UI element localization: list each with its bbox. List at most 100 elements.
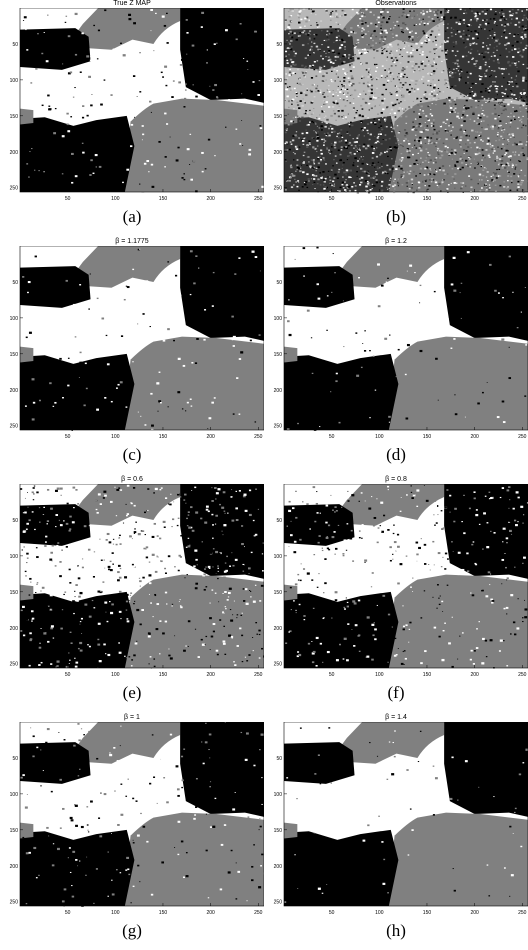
- panel-title: β = 0.8: [264, 476, 528, 484]
- x-tick-label: 150: [159, 196, 168, 202]
- panel-title: Observations: [264, 0, 528, 8]
- panel-title: β = 1.1775: [0, 238, 264, 246]
- label-regions: [20, 8, 264, 192]
- x-tick-label: 250: [518, 434, 527, 440]
- x-tick-label: 100: [111, 672, 120, 678]
- x-tick-label: 250: [254, 910, 263, 916]
- panel-caption: (g): [0, 920, 264, 942]
- label-regions: [20, 484, 264, 669]
- y-tick-label: 150: [10, 828, 19, 834]
- x-tick-label: 100: [111, 910, 120, 916]
- y-tick-label: 50: [12, 280, 18, 286]
- x-tick-label: 100: [111, 196, 120, 202]
- label-regions: [20, 246, 264, 431]
- panel-title: β = 0.6: [0, 476, 264, 484]
- y-tick-label: 50: [276, 518, 282, 524]
- x-tick-label: 100: [375, 910, 384, 916]
- panel-caption: (e): [0, 682, 264, 704]
- y-tick-label: 150: [10, 352, 19, 358]
- region-gray-bottom-right: [387, 813, 528, 906]
- y-tick-label: 250: [274, 186, 283, 192]
- region-black-top-left: [20, 742, 91, 784]
- x-tick-label: 150: [159, 434, 168, 440]
- y-tick-label: 50: [12, 518, 18, 524]
- region-gray-left: [284, 347, 297, 363]
- x-tick-label: 150: [423, 910, 432, 916]
- x-tick-label: 50: [65, 910, 71, 916]
- y-tick-label: 100: [274, 792, 283, 798]
- x-tick-label: 100: [375, 434, 384, 440]
- y-tick-label: 150: [274, 590, 283, 596]
- panel-title: β = 1.4: [264, 714, 528, 722]
- y-tick-label: 200: [10, 150, 19, 156]
- label-regions: [284, 484, 528, 669]
- x-tick-label: 50: [329, 196, 335, 202]
- x-tick-label: 200: [206, 434, 215, 440]
- y-tick-label: 200: [274, 388, 283, 394]
- x-tick-label: 250: [518, 196, 527, 202]
- region-black-right: [180, 8, 264, 103]
- x-tick-label: 250: [254, 196, 263, 202]
- y-tick-label: 200: [10, 626, 19, 632]
- region-black-top-left: [284, 266, 355, 308]
- panel-caption: (b): [264, 206, 528, 228]
- region-gray-left: [20, 109, 33, 125]
- y-tick-label: 150: [274, 114, 283, 120]
- x-tick-label: 50: [329, 434, 335, 440]
- x-tick-label: 150: [423, 196, 432, 202]
- x-tick-label: 250: [518, 910, 527, 916]
- x-tick-label: 100: [375, 196, 384, 202]
- y-tick-label: 250: [10, 900, 19, 906]
- y-tick-label: 250: [274, 424, 283, 430]
- y-tick-label: 250: [10, 186, 19, 192]
- y-tick-label: 200: [274, 626, 283, 632]
- region-black-top-left: [20, 504, 91, 546]
- y-tick-label: 250: [10, 424, 19, 430]
- x-tick-label: 200: [206, 672, 215, 678]
- x-tick-label: 200: [470, 196, 479, 202]
- region-gray-bottom-right: [123, 337, 264, 430]
- x-tick-label: 200: [470, 672, 479, 678]
- x-tick-label: 200: [470, 910, 479, 916]
- y-tick-label: 50: [12, 756, 18, 762]
- y-tick-label: 200: [274, 864, 283, 870]
- region-black-top-left: [20, 266, 91, 308]
- y-tick-label: 250: [10, 662, 19, 668]
- y-tick-label: 100: [10, 554, 19, 560]
- label-regions: [284, 246, 528, 431]
- region-black-bottom-left: [284, 354, 398, 430]
- label-regions: [284, 722, 528, 906]
- x-tick-label: 250: [254, 434, 263, 440]
- y-tick-label: 150: [274, 352, 283, 358]
- x-tick-label: 150: [159, 910, 168, 916]
- panel-title: β = 1: [0, 714, 264, 722]
- y-tick-label: 50: [276, 42, 282, 48]
- y-tick-label: 100: [274, 316, 283, 322]
- y-tick-label: 150: [10, 114, 19, 120]
- x-tick-label: 150: [423, 672, 432, 678]
- y-tick-label: 200: [274, 150, 283, 156]
- x-tick-label: 100: [375, 672, 384, 678]
- y-tick-label: 250: [274, 900, 283, 906]
- region-gray-bottom-right: [387, 337, 528, 430]
